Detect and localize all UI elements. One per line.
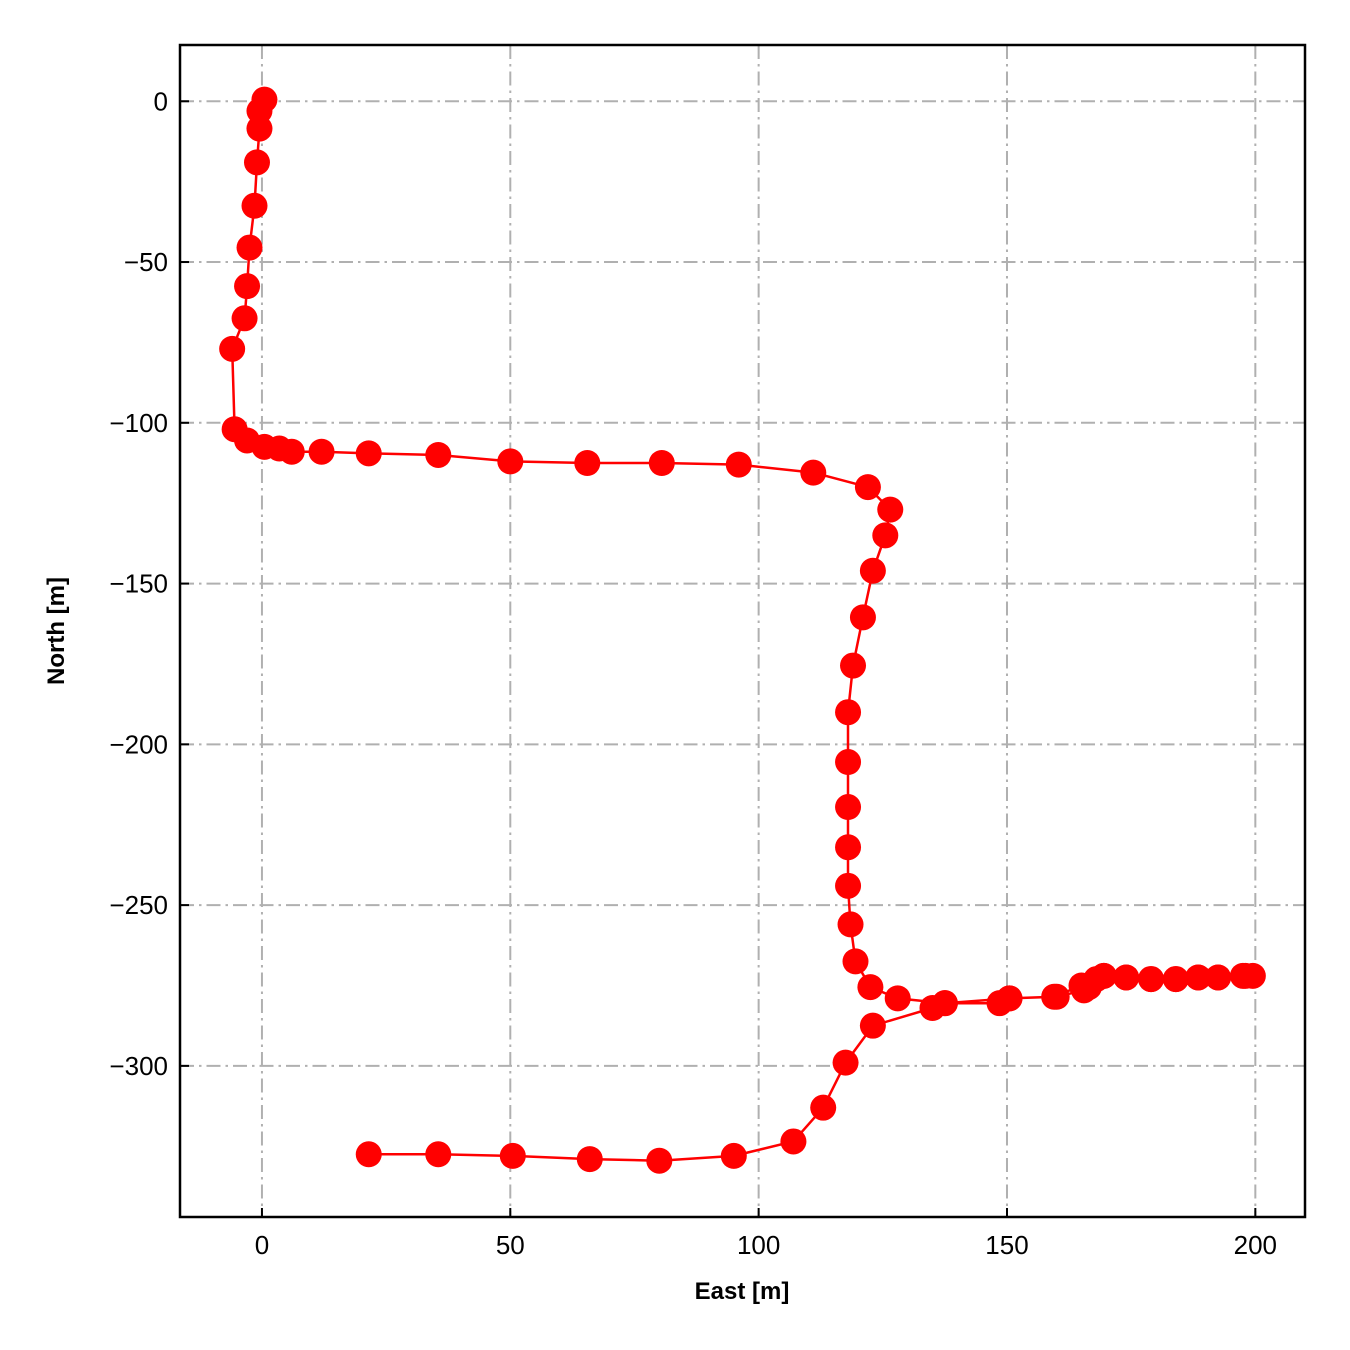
data-point [355,440,382,467]
data-point [497,448,524,475]
data-point [278,438,305,465]
data-point [241,192,268,219]
y-tick-label: −100 [109,408,168,438]
data-point [574,449,601,476]
y-tick-label: −250 [109,890,168,920]
data-point [648,449,675,476]
ticks: 0 50 100 150 200 0 −50 −100 −150 −200 −250 −300 [109,86,1277,1260]
data-point [499,1142,526,1169]
y-tick-label: −50 [124,247,168,277]
y-tick-label: 0 [154,86,168,116]
data-point [837,911,864,938]
data-point [835,794,862,821]
data-point [234,273,261,300]
data-point [872,522,899,549]
data-point [835,834,862,861]
data-point [725,451,752,478]
x-tick-label: 50 [496,1230,525,1260]
data-point [246,115,273,142]
data-point [800,459,827,486]
data-point [720,1142,747,1169]
x-tick-label: 100 [737,1230,780,1260]
data-point [919,995,946,1022]
data-point [877,496,904,523]
series-layer [219,86,1266,1174]
data-point [842,948,869,975]
data-point [857,974,884,1001]
plot-frame [178,43,1307,1219]
data-point [1162,966,1189,993]
x-tick-label: 0 [255,1230,269,1260]
data-point [859,1012,886,1039]
data-point [1070,977,1097,1004]
data-point [849,604,876,631]
data-point [835,749,862,776]
data-point [576,1146,603,1173]
grid-lines [180,45,1305,1217]
data-point [425,1141,452,1168]
data-point [219,335,246,362]
data-point [1113,964,1140,991]
data-point [1232,962,1259,989]
y-tick-label: −200 [109,729,168,759]
data-point [355,1141,382,1168]
data-point [1138,966,1165,993]
data-point [884,985,911,1012]
data-point [646,1147,673,1174]
data-point [780,1128,807,1155]
data-point [859,557,886,584]
data-point [1205,964,1232,991]
data-point [810,1094,837,1121]
data-point [1043,983,1070,1010]
x-tick-label: 150 [985,1230,1028,1260]
data-point [1185,964,1212,991]
data-point [854,474,881,501]
data-point [835,872,862,899]
data-point [231,305,258,332]
data-point [308,438,335,465]
data-point [840,652,867,679]
x-tick-label: 200 [1234,1230,1277,1260]
data-point [986,990,1013,1017]
data-point [832,1049,859,1076]
data-point [236,234,263,261]
data-point [425,441,452,468]
y-tick-label: −300 [109,1051,168,1081]
y-tick-label: −150 [109,569,168,599]
x-axis-label: East [m] [695,1278,790,1305]
y-axis-label: North [m] [43,577,70,685]
data-point [835,699,862,726]
data-point [243,149,270,176]
